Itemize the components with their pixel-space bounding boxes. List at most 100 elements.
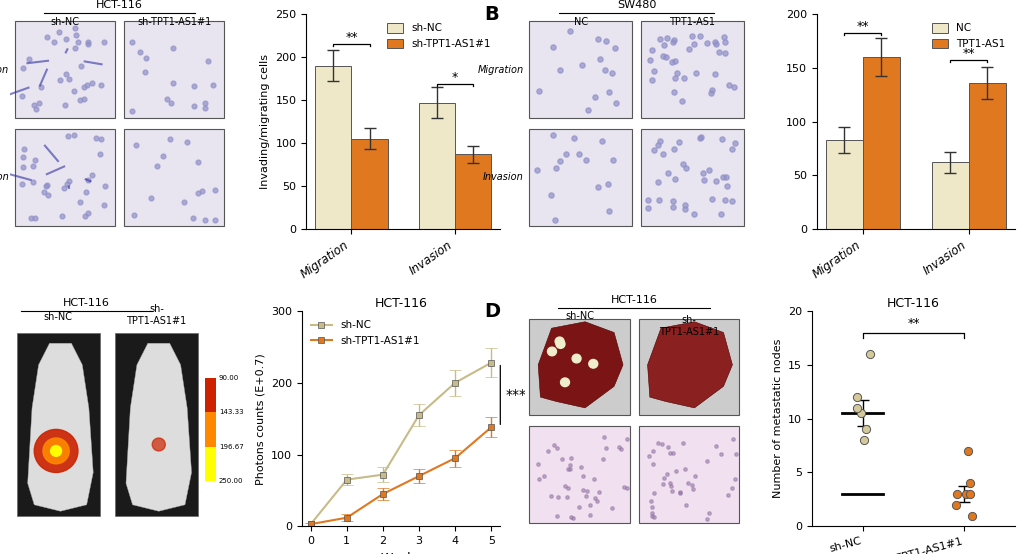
- Point: [667, 466, 684, 475]
- Point: [163, 99, 179, 107]
- Text: HCT-116: HCT-116: [610, 295, 657, 305]
- Point: [586, 93, 602, 102]
- Point: [551, 157, 568, 166]
- Point: [578, 487, 594, 496]
- Point: [206, 216, 222, 224]
- Point: [60, 75, 76, 84]
- Point: [594, 137, 610, 146]
- Point: [149, 162, 165, 171]
- Point: [712, 209, 729, 218]
- Point: [645, 489, 661, 497]
- Point: [959, 447, 975, 455]
- Text: Invasion: Invasion: [482, 172, 523, 182]
- Point: [649, 140, 665, 149]
- FancyBboxPatch shape: [16, 332, 100, 516]
- Point: [93, 80, 109, 89]
- Point: [65, 87, 82, 96]
- Point: [529, 166, 545, 175]
- Point: [40, 190, 56, 199]
- Point: [127, 141, 144, 150]
- Point: [666, 57, 683, 65]
- Text: Migration: Migration: [0, 65, 9, 75]
- Point: [664, 196, 681, 205]
- Point: [722, 196, 739, 205]
- Circle shape: [35, 429, 77, 473]
- Point: [654, 51, 671, 60]
- Point: [92, 150, 108, 159]
- Y-axis label: Photons counts (E+0.7): Photons counts (E+0.7): [255, 353, 265, 485]
- Point: [604, 156, 621, 165]
- Point: [963, 511, 979, 520]
- Point: [658, 470, 675, 479]
- Point: [79, 209, 96, 218]
- Point: [716, 196, 733, 205]
- Point: [78, 81, 95, 90]
- Point: [559, 465, 576, 474]
- Point: [589, 183, 605, 192]
- Point: [948, 490, 964, 499]
- Point: [588, 497, 604, 506]
- Point: [618, 434, 634, 443]
- Point: [698, 39, 714, 48]
- Point: [692, 134, 708, 143]
- Legend: sh-NC, sh-TPT1-AS1#1: sh-NC, sh-TPT1-AS1#1: [383, 19, 494, 53]
- Point: [643, 512, 659, 521]
- Point: [562, 512, 579, 521]
- Legend: NC, TPT1-AS1: NC, TPT1-AS1: [927, 19, 1009, 53]
- Point: [76, 212, 93, 221]
- Point: [162, 135, 178, 143]
- Point: [81, 39, 97, 48]
- Point: [857, 425, 873, 434]
- Point: [178, 137, 195, 146]
- Point: [204, 81, 220, 90]
- Point: [644, 75, 660, 84]
- Point: [36, 187, 52, 196]
- Point: [639, 203, 655, 212]
- FancyBboxPatch shape: [640, 129, 743, 226]
- Point: [69, 37, 86, 46]
- Point: [645, 146, 661, 155]
- FancyBboxPatch shape: [638, 319, 739, 416]
- Point: [674, 160, 690, 168]
- Text: 250.00: 250.00: [219, 478, 244, 484]
- Point: [72, 61, 89, 70]
- Text: sh-NC: sh-NC: [50, 17, 79, 27]
- Point: [727, 449, 743, 458]
- Point: [717, 182, 734, 191]
- Point: [948, 500, 964, 509]
- FancyBboxPatch shape: [205, 481, 215, 516]
- Circle shape: [588, 360, 597, 368]
- Point: [643, 46, 659, 55]
- FancyBboxPatch shape: [124, 22, 224, 118]
- Point: [594, 454, 610, 463]
- Point: [685, 484, 701, 493]
- Point: [561, 27, 578, 35]
- Point: [23, 214, 40, 223]
- Point: [143, 194, 159, 203]
- Point: [38, 182, 54, 191]
- Point: [653, 439, 669, 448]
- Text: SW480: SW480: [616, 0, 655, 9]
- Point: [664, 38, 681, 47]
- Point: [703, 194, 719, 203]
- Point: [190, 188, 206, 197]
- Point: [13, 91, 30, 100]
- Point: [194, 186, 210, 195]
- Point: [726, 82, 742, 91]
- Point: [641, 452, 657, 461]
- Point: [25, 177, 42, 186]
- FancyBboxPatch shape: [640, 22, 743, 118]
- Point: [723, 145, 740, 153]
- Text: sh-
TPT1-AS1#1: sh- TPT1-AS1#1: [126, 305, 186, 326]
- Point: [58, 35, 74, 44]
- Point: [155, 152, 171, 161]
- Point: [680, 45, 696, 54]
- Point: [649, 439, 665, 448]
- Point: [581, 501, 597, 510]
- Text: D: D: [484, 302, 500, 321]
- Text: ***: ***: [505, 388, 526, 402]
- Point: [644, 447, 660, 455]
- Point: [641, 55, 657, 64]
- Point: [685, 209, 701, 218]
- Point: [13, 180, 30, 189]
